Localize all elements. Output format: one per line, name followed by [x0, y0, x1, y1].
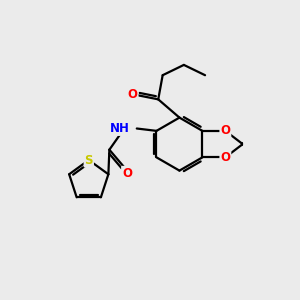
Text: NH: NH — [110, 122, 130, 135]
Text: O: O — [220, 124, 230, 137]
Text: S: S — [85, 154, 93, 166]
Text: O: O — [128, 88, 138, 101]
Text: O: O — [220, 151, 230, 164]
Text: O: O — [122, 167, 132, 180]
